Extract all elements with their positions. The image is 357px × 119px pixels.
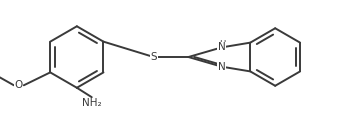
Text: N: N bbox=[218, 62, 226, 72]
Text: S: S bbox=[150, 52, 157, 62]
Text: H: H bbox=[218, 40, 225, 49]
Text: O: O bbox=[15, 80, 23, 90]
Text: NH₂: NH₂ bbox=[82, 98, 101, 108]
Text: N: N bbox=[218, 42, 226, 52]
